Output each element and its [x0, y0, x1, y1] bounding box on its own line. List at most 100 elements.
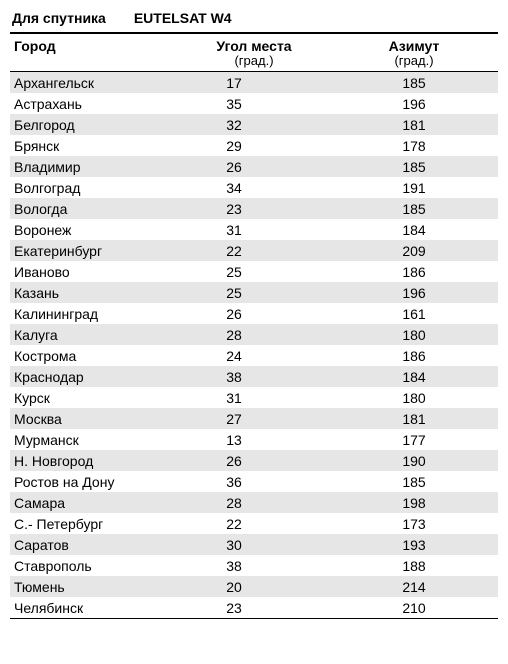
table-row: Воронеж31184	[10, 219, 498, 240]
cell-azimuth: 214	[334, 579, 494, 595]
cell-elevation: 13	[174, 432, 334, 448]
cell-city: Архангельск	[10, 75, 174, 91]
table-row: Волгоград34191	[10, 177, 498, 198]
cell-azimuth: 191	[334, 180, 494, 196]
cell-city: Вологда	[10, 201, 174, 217]
cell-city: Самара	[10, 495, 174, 511]
header-azimuth-label: Азимут	[389, 38, 440, 54]
cell-azimuth: 181	[334, 411, 494, 427]
header-elevation-label: Угол места	[216, 38, 291, 54]
cell-azimuth: 190	[334, 453, 494, 469]
cell-city: Кострома	[10, 348, 174, 364]
table-row: Ставрополь38188	[10, 555, 498, 576]
title-satellite-name: EUTELSAT W4	[134, 10, 232, 26]
cell-elevation: 22	[174, 243, 334, 259]
table-row: Екатеринбург22209	[10, 240, 498, 261]
header-city-label: Город	[14, 38, 56, 54]
cell-azimuth: 173	[334, 516, 494, 532]
cell-city: Москва	[10, 411, 174, 427]
cell-city: Екатеринбург	[10, 243, 174, 259]
cell-city: Калининград	[10, 306, 174, 322]
cell-azimuth: 193	[334, 537, 494, 553]
cell-azimuth: 181	[334, 117, 494, 133]
satellite-angles-table: Для спутника EUTELSAT W4 Город Угол мест…	[0, 0, 508, 631]
cell-azimuth: 188	[334, 558, 494, 574]
cell-elevation: 38	[174, 558, 334, 574]
cell-city: Казань	[10, 285, 174, 301]
cell-elevation: 22	[174, 516, 334, 532]
cell-city: Тюмень	[10, 579, 174, 595]
cell-elevation: 29	[174, 138, 334, 154]
cell-city: Ставрополь	[10, 558, 174, 574]
table-row: Краснодар38184	[10, 366, 498, 387]
cell-city: Н. Новгород	[10, 453, 174, 469]
cell-city: С.- Петербург	[10, 516, 174, 532]
cell-azimuth: 209	[334, 243, 494, 259]
cell-elevation: 30	[174, 537, 334, 553]
cell-azimuth: 180	[334, 327, 494, 343]
table-row: Брянск29178	[10, 135, 498, 156]
header-elevation-sub: (град.)	[234, 54, 273, 69]
header-azimuth-sub: (град.)	[394, 54, 433, 69]
cell-azimuth: 186	[334, 348, 494, 364]
cell-azimuth: 177	[334, 432, 494, 448]
cell-elevation: 35	[174, 96, 334, 112]
table-row: Самара28198	[10, 492, 498, 513]
table-row: Саратов30193	[10, 534, 498, 555]
table-row: Архангельск17185	[10, 72, 498, 93]
title-label: Для спутника	[12, 10, 106, 26]
cell-elevation: 32	[174, 117, 334, 133]
table-row: Вологда23185	[10, 198, 498, 219]
cell-elevation: 23	[174, 600, 334, 616]
cell-city: Калуга	[10, 327, 174, 343]
table-row: Кострома24186	[10, 345, 498, 366]
cell-elevation: 31	[174, 222, 334, 238]
table-row: Москва27181	[10, 408, 498, 429]
table-row: Курск31180	[10, 387, 498, 408]
cell-city: Челябинск	[10, 600, 174, 616]
cell-city: Саратов	[10, 537, 174, 553]
cell-elevation: 25	[174, 264, 334, 280]
table-row: Тюмень20214	[10, 576, 498, 597]
cell-elevation: 26	[174, 159, 334, 175]
cell-elevation: 20	[174, 579, 334, 595]
cell-elevation: 25	[174, 285, 334, 301]
cell-elevation: 27	[174, 411, 334, 427]
cell-azimuth: 210	[334, 600, 494, 616]
cell-azimuth: 198	[334, 495, 494, 511]
cell-azimuth: 184	[334, 222, 494, 238]
cell-city: Иваново	[10, 264, 174, 280]
cell-elevation: 24	[174, 348, 334, 364]
table-row: Челябинск23210	[10, 597, 498, 618]
table-row: Владимир26185	[10, 156, 498, 177]
cell-city: Краснодар	[10, 369, 174, 385]
cell-elevation: 26	[174, 453, 334, 469]
table-row: Иваново25186	[10, 261, 498, 282]
table-body: Архангельск17185Астрахань35196Белгород32…	[10, 72, 498, 619]
cell-city: Астрахань	[10, 96, 174, 112]
cell-elevation: 23	[174, 201, 334, 217]
cell-city: Волгоград	[10, 180, 174, 196]
cell-azimuth: 180	[334, 390, 494, 406]
table-header: Город Угол места (град.) Азимут (град.)	[10, 32, 498, 72]
header-elevation: Угол места (град.)	[174, 38, 334, 69]
cell-azimuth: 185	[334, 159, 494, 175]
table-row: Белгород32181	[10, 114, 498, 135]
cell-azimuth: 196	[334, 285, 494, 301]
table-row: Ростов на Дону36185	[10, 471, 498, 492]
cell-elevation: 28	[174, 327, 334, 343]
header-city: Город	[10, 38, 174, 69]
cell-city: Владимир	[10, 159, 174, 175]
table-row: С.- Петербург22173	[10, 513, 498, 534]
cell-city: Воронеж	[10, 222, 174, 238]
cell-city: Курск	[10, 390, 174, 406]
table-row: Мурманск13177	[10, 429, 498, 450]
table-row: Калуга28180	[10, 324, 498, 345]
cell-azimuth: 185	[334, 75, 494, 91]
table-row: Астрахань35196	[10, 93, 498, 114]
cell-elevation: 34	[174, 180, 334, 196]
table-row: Казань25196	[10, 282, 498, 303]
cell-city: Брянск	[10, 138, 174, 154]
cell-azimuth: 185	[334, 201, 494, 217]
cell-city: Белгород	[10, 117, 174, 133]
